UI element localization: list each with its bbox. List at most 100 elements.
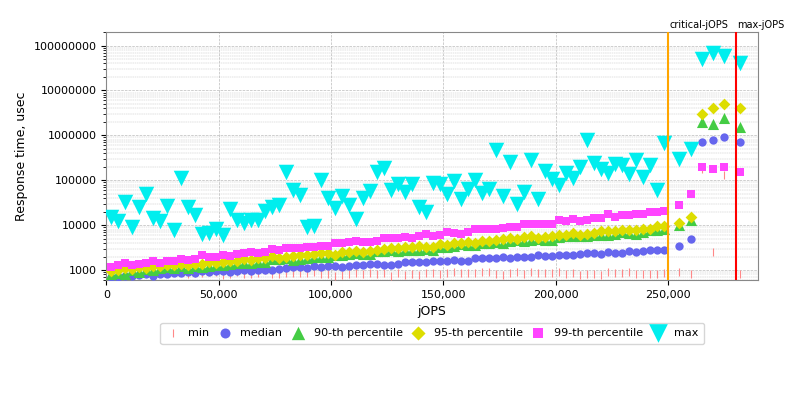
90-th percentile — [118, 270, 131, 277]
99-th percentile — [531, 221, 544, 228]
99-th percentile — [518, 221, 530, 227]
99-th percentile — [195, 252, 208, 259]
median — [154, 271, 166, 277]
min — [643, 271, 656, 277]
max — [188, 212, 201, 218]
max — [615, 162, 628, 168]
95-th percentile — [104, 268, 117, 274]
median — [223, 268, 236, 275]
90-th percentile — [503, 238, 516, 244]
95-th percentile — [118, 265, 131, 272]
90-th percentile — [566, 233, 579, 239]
max — [118, 198, 131, 205]
min — [132, 268, 145, 274]
max — [426, 180, 439, 186]
99-th percentile — [706, 166, 719, 172]
99-th percentile — [559, 218, 572, 224]
median — [462, 258, 474, 264]
99-th percentile — [118, 260, 131, 267]
90-th percentile — [630, 230, 642, 237]
95-th percentile — [684, 214, 697, 220]
median — [630, 249, 642, 256]
95-th percentile — [126, 266, 138, 272]
99-th percentile — [718, 164, 730, 170]
max — [482, 185, 495, 192]
max — [636, 174, 649, 181]
min — [272, 270, 285, 277]
median — [111, 274, 124, 280]
min — [559, 271, 572, 277]
median — [251, 267, 264, 273]
max — [146, 215, 159, 221]
90-th percentile — [378, 248, 390, 255]
min — [552, 269, 565, 276]
max — [580, 136, 593, 143]
median — [482, 255, 495, 262]
99-th percentile — [307, 244, 320, 250]
95-th percentile — [258, 255, 271, 262]
95-th percentile — [643, 226, 656, 232]
min — [244, 270, 257, 277]
max — [734, 60, 746, 67]
90-th percentile — [622, 230, 635, 236]
95-th percentile — [608, 228, 621, 234]
99-th percentile — [643, 209, 656, 215]
min — [322, 271, 334, 277]
median — [419, 258, 432, 265]
99-th percentile — [510, 224, 523, 230]
median — [434, 258, 446, 264]
median — [673, 242, 686, 249]
90-th percentile — [406, 247, 418, 253]
min — [412, 271, 425, 278]
90-th percentile — [426, 247, 439, 253]
min — [174, 269, 187, 276]
90-th percentile — [272, 256, 285, 262]
90-th percentile — [706, 121, 719, 127]
95-th percentile — [132, 264, 145, 270]
99-th percentile — [636, 211, 649, 218]
99-th percentile — [370, 238, 383, 244]
median — [202, 269, 215, 276]
95-th percentile — [279, 254, 292, 260]
median — [546, 253, 558, 259]
90-th percentile — [643, 227, 656, 234]
99-th percentile — [434, 232, 446, 238]
min — [307, 269, 320, 275]
max — [132, 204, 145, 210]
max — [286, 187, 299, 193]
90-th percentile — [434, 244, 446, 250]
median — [643, 247, 656, 253]
median — [594, 250, 607, 257]
95-th percentile — [398, 244, 411, 250]
99-th percentile — [182, 257, 194, 263]
99-th percentile — [378, 235, 390, 242]
median — [132, 272, 145, 278]
95-th percentile — [174, 260, 187, 267]
median — [608, 249, 621, 256]
95-th percentile — [314, 250, 327, 257]
95-th percentile — [622, 226, 635, 233]
max — [594, 166, 607, 172]
median — [294, 264, 306, 270]
90-th percentile — [412, 246, 425, 253]
99-th percentile — [496, 225, 509, 231]
95-th percentile — [490, 237, 502, 244]
95-th percentile — [210, 260, 222, 266]
95-th percentile — [286, 253, 299, 259]
90-th percentile — [496, 240, 509, 246]
max — [503, 159, 516, 165]
min — [328, 272, 341, 279]
99-th percentile — [111, 262, 124, 268]
99-th percentile — [279, 245, 292, 252]
min — [496, 272, 509, 278]
95-th percentile — [531, 235, 544, 241]
90-th percentile — [132, 268, 145, 275]
90-th percentile — [322, 254, 334, 260]
90-th percentile — [342, 251, 355, 257]
max — [552, 181, 565, 188]
min — [684, 271, 697, 278]
min — [475, 269, 488, 276]
99-th percentile — [356, 239, 369, 245]
min — [104, 270, 117, 277]
95-th percentile — [673, 220, 686, 226]
